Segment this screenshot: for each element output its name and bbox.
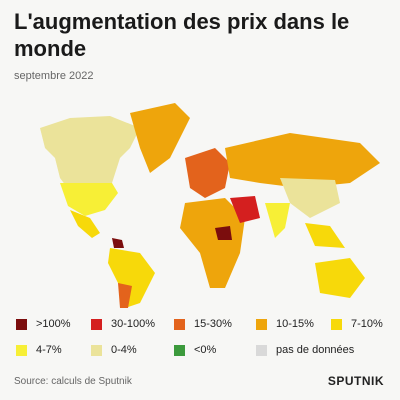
legend-item: <0% (174, 344, 216, 356)
north-america (40, 116, 140, 203)
title: L'augmentation des prix dans le monde (14, 9, 350, 61)
legend-swatch (91, 318, 102, 330)
greenland (130, 103, 190, 173)
europe (185, 148, 230, 198)
mexico (70, 210, 100, 238)
legend-swatch (174, 344, 185, 356)
legend-item: 30-100% (91, 318, 155, 330)
russia (225, 133, 380, 188)
middle-east (230, 196, 260, 223)
legend-swatch (256, 344, 267, 356)
south-america (108, 248, 155, 308)
legend-swatch (16, 344, 27, 356)
southeast-asia (305, 223, 345, 248)
legend-label: >100% (36, 318, 71, 330)
legend-item: 4-7% (16, 344, 62, 356)
legend-item: 7-10% (331, 318, 383, 330)
legend-label: 0-4% (111, 344, 137, 356)
argentina (118, 283, 132, 308)
legend-label: pas de données (276, 344, 355, 356)
central-america (112, 238, 124, 248)
legend-label: 7-10% (351, 318, 383, 330)
legend-label: <0% (194, 344, 217, 356)
australia (315, 258, 365, 298)
legend-label: 15-30% (194, 318, 232, 330)
legend-swatch (16, 318, 27, 330)
ethiopia (215, 226, 232, 240)
world-map (40, 103, 380, 308)
legend-item: >100% (16, 318, 71, 330)
legend-swatch (331, 318, 342, 330)
africa (180, 198, 245, 288)
legend-swatch (91, 344, 102, 356)
logo: SPUTNIK (327, 374, 384, 388)
legend-label: 4-7% (36, 344, 62, 356)
legend-swatch (256, 318, 267, 330)
legend-label: 30-100% (111, 318, 156, 330)
legend-item: 0-4% (91, 344, 137, 356)
legend-label: 10-15% (276, 318, 314, 330)
legend-item: 10-15% (256, 318, 314, 330)
legend-item: 15-30% (174, 318, 232, 330)
india (265, 203, 290, 238)
source: Source: calculs de Sputnik (14, 376, 132, 387)
legend-swatch (174, 318, 185, 330)
legend-item: pas de données (256, 344, 354, 356)
china (280, 178, 340, 218)
subtitle: septembre 2022 (14, 70, 94, 82)
usa (60, 183, 118, 216)
